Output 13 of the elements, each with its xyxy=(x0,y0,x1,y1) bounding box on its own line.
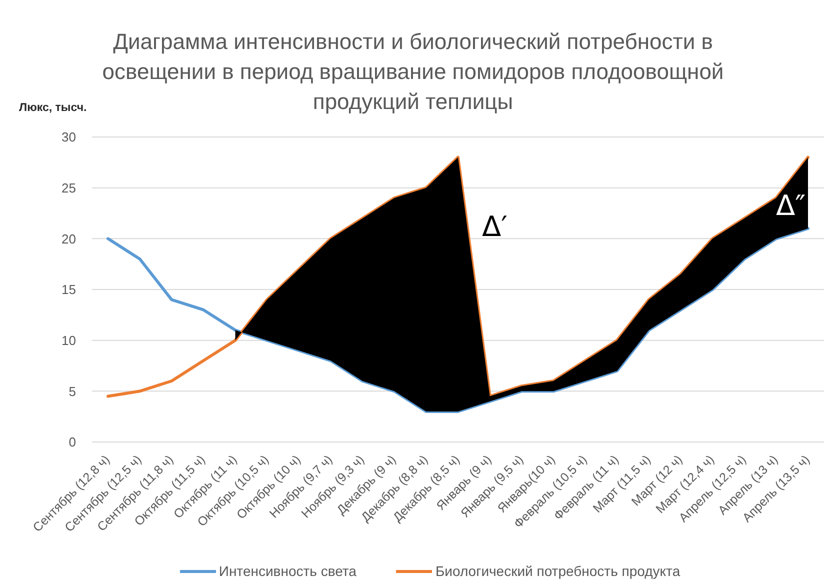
y-tick-label: 0 xyxy=(68,434,76,450)
annotation: Δ′ xyxy=(482,210,508,243)
y-tick-label: 30 xyxy=(62,130,76,145)
y-tick-label: 10 xyxy=(62,332,76,348)
chart-title: Диаграмма интенсивности и биологический потребности в освещении в период вращивание помидоров плодоовощной продукций теплицы xyxy=(101,28,725,116)
y-axis-title: Люкс, тысч. xyxy=(19,102,87,114)
y-tick-label: 25 xyxy=(62,180,76,196)
y-tick-label: 15 xyxy=(62,282,76,298)
legend-label: Интенсивность света xyxy=(218,562,356,580)
y-tick-label: 20 xyxy=(62,231,76,246)
legend-label: Биологический потребность продукта xyxy=(435,562,680,580)
annotation: Δ″ xyxy=(776,189,806,222)
y-tick-label: 5 xyxy=(68,384,76,399)
